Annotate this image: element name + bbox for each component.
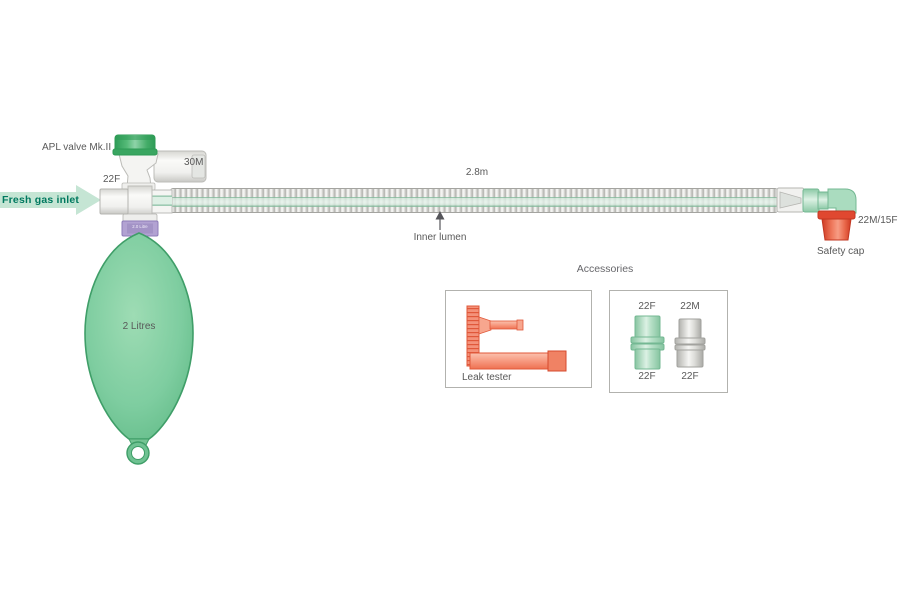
accessories-title: Accessories bbox=[576, 263, 634, 275]
connector-green-top-label: 22F bbox=[638, 301, 656, 312]
apl-valve-cap bbox=[112, 134, 158, 156]
apl-valve-assembly bbox=[99, 134, 207, 237]
elbow-size-label: 22M/15F bbox=[858, 215, 898, 226]
tube-length-label: 2.8m bbox=[465, 167, 489, 178]
elbow-connector bbox=[827, 188, 857, 214]
inner-lumen-band bbox=[170, 197, 778, 207]
bag-band-label: 2.0 Litre bbox=[132, 224, 148, 230]
port-22f bbox=[99, 188, 129, 215]
bag-ring bbox=[126, 441, 150, 465]
port-30m-label: 30M bbox=[184, 157, 204, 168]
bag-volume-label: 2 Litres bbox=[122, 321, 156, 332]
breathing-tube bbox=[170, 188, 778, 213]
tube-end-connector bbox=[776, 187, 829, 213]
apl-valve-label: APL valve Mk.II bbox=[42, 142, 112, 153]
reservoir-bag bbox=[84, 232, 194, 465]
connector-gray-top-label: 22M bbox=[680, 301, 700, 312]
fresh-gas-inlet-label: Fresh gas inlet bbox=[2, 194, 80, 206]
inner-lumen-label: Inner lumen bbox=[413, 232, 467, 243]
connector-green-bottom-label: 22F bbox=[638, 371, 656, 382]
apl-valve-body bbox=[118, 153, 159, 191]
safety-cap-label: Safety cap bbox=[817, 246, 865, 257]
port-22f-label: 22F bbox=[103, 174, 121, 185]
accessory-box-connectors bbox=[609, 290, 728, 393]
connector-gray-bottom-label: 22F bbox=[681, 371, 699, 382]
inner-lumen-arrow-icon bbox=[435, 211, 445, 230]
leak-tester-label: Leak tester bbox=[462, 372, 512, 383]
safety-cap bbox=[817, 210, 856, 241]
t-piece bbox=[122, 185, 173, 223]
